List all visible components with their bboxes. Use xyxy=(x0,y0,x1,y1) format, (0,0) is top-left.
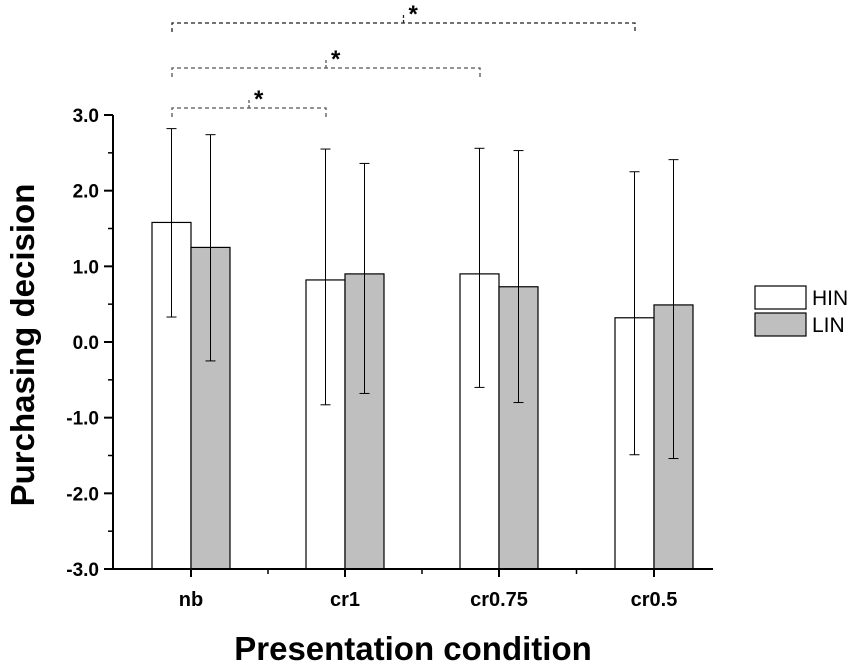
y-tick-label: -3.0 xyxy=(66,560,99,581)
x-axis-title: Presentation condition xyxy=(234,630,592,667)
legend-label-lin: LIN xyxy=(812,314,845,337)
x-tick-label: cr0.75 xyxy=(470,589,528,611)
legend-swatch-lin xyxy=(754,312,807,337)
y-axis-title: Purchasing decision xyxy=(4,184,41,507)
significance-star: * xyxy=(409,1,419,28)
legend-swatch-hin xyxy=(754,285,807,310)
y-tick-label: -1.0 xyxy=(66,409,99,430)
x-tick-label: cr0.5 xyxy=(631,589,678,611)
legend: HIN LIN xyxy=(754,285,848,337)
y-tick-label: 1.0 xyxy=(73,257,99,278)
significance-bracket xyxy=(171,22,636,32)
significance-star: * xyxy=(254,86,264,113)
significance-bracket xyxy=(171,67,481,77)
bars-layer xyxy=(151,128,694,570)
significance-bracket xyxy=(171,107,327,117)
y-tick-label: 0.0 xyxy=(73,333,99,354)
legend-label-hin: HIN xyxy=(812,287,848,310)
significance-brackets: * * * xyxy=(171,1,636,117)
y-tick-label: -2.0 xyxy=(66,484,99,505)
significance-star: * xyxy=(331,46,341,73)
y-tick-label: 3.0 xyxy=(73,106,99,127)
axes: 3.0 2.0 1.0 0.0 -1.0 -2.0 -3.0 nb cr1 cr0.75 cr0.5 xyxy=(66,106,713,611)
y-tick-label: 2.0 xyxy=(73,182,99,203)
x-tick-label: cr1 xyxy=(330,589,360,611)
x-tick-label: nb xyxy=(179,589,203,611)
